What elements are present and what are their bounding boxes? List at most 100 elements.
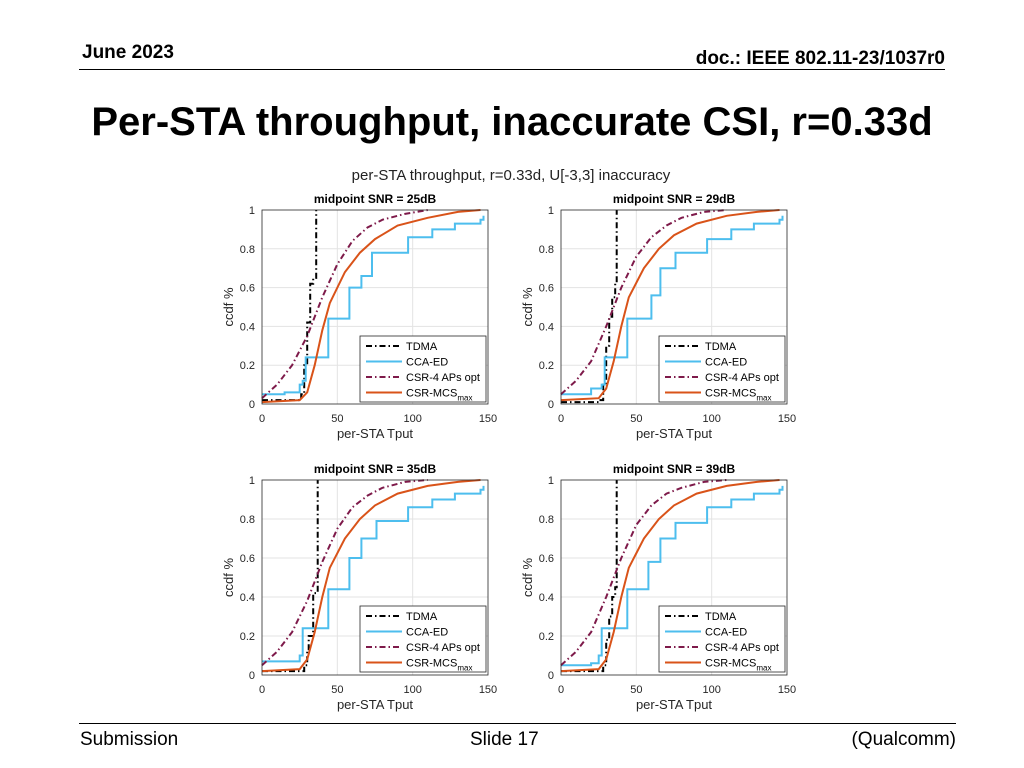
series-line-tdma	[561, 210, 618, 404]
x-tick-label: 50	[630, 413, 642, 425]
x-axis-label: per-STA Tput	[337, 426, 413, 441]
x-axis-label: per-STA Tput	[636, 697, 712, 712]
panel-3: 0 50 100 150 0 0.2 0.4 0.6 0.8 1 midpoint SNR = 35…	[221, 462, 497, 712]
footer-submission: Submission	[80, 729, 179, 750]
legend-label: CCA-ED	[705, 627, 747, 639]
x-tick-label: 0	[259, 684, 265, 696]
x-tick-label: 50	[331, 684, 343, 696]
x-tick-label: 100	[702, 413, 720, 425]
series-line-cca-ed	[262, 485, 485, 663]
axes-box	[560, 479, 788, 676]
axes-box	[261, 209, 489, 405]
legend: TDMA CCA-ED CSR-4 APs opt CSR-MCSmax	[658, 605, 786, 673]
panel-title: midpoint SNR = 35dB	[314, 462, 437, 476]
legend-label: CSR-MCSmax	[406, 388, 472, 403]
legend-label-text: CSR-MCS	[406, 388, 457, 400]
series-line-cca-ed	[561, 215, 784, 396]
y-tick-label: 0.4	[240, 592, 255, 604]
legend-label: TDMA	[705, 611, 737, 623]
legend-label-text: TDMA	[406, 341, 438, 353]
series-line-csr-4-aps-opt	[560, 209, 727, 396]
legend-label-text: TDMA	[705, 611, 737, 623]
x-tick-label: 150	[479, 684, 497, 696]
y-tick-label: 0.6	[539, 283, 554, 295]
legend-label: TDMA	[406, 341, 438, 353]
panel-title: midpoint SNR = 29dB	[613, 192, 736, 206]
x-tick-label: 100	[702, 684, 720, 696]
y-tick-label: 0.2	[539, 360, 554, 372]
legend-label: TDMA	[705, 341, 737, 353]
series-line-csr-4-aps-opt	[560, 479, 727, 667]
legend-label-text: CSR-4 APs opt	[705, 642, 779, 654]
y-tick-label: 0	[249, 399, 255, 411]
panel-title: midpoint SNR = 25dB	[314, 192, 437, 206]
legend-label-text: CSR-MCS	[705, 388, 756, 400]
legend-label: CCA-ED	[705, 357, 747, 369]
y-tick-label: 0	[548, 670, 554, 682]
x-axis-label: per-STA Tput	[337, 697, 413, 712]
legend-label: CSR-4 APs opt	[406, 642, 480, 654]
legend-label-text: CSR-MCS	[705, 658, 756, 670]
x-tick-label: 50	[630, 684, 642, 696]
axes-box	[560, 209, 788, 405]
series-line-csr-mcs	[560, 209, 780, 402]
y-tick-label: 0.8	[240, 244, 255, 256]
y-tick-label: 1	[249, 475, 255, 487]
series-line-csr-mcs	[261, 209, 481, 404]
y-tick-label: 0.6	[539, 553, 554, 565]
x-tick-label: 100	[403, 413, 421, 425]
x-tick-label: 150	[778, 413, 796, 425]
legend-label-text: CCA-ED	[705, 357, 747, 369]
y-axis-label: ccdf %	[221, 558, 236, 597]
y-axis-label: ccdf %	[520, 287, 535, 326]
legend-label-subscript: max	[756, 664, 771, 673]
y-tick-label: 0.4	[539, 592, 554, 604]
legend-label-subscript: max	[457, 394, 472, 403]
legend-label-subscript: max	[457, 664, 472, 673]
legend-label: CCA-ED	[406, 357, 448, 369]
series-line-cca-ed	[561, 485, 784, 667]
legend-label: CSR-MCSmax	[705, 658, 771, 673]
y-tick-label: 0.2	[240, 631, 255, 643]
legend-label: TDMA	[406, 611, 438, 623]
axes-box	[261, 479, 489, 676]
footer-divider	[79, 723, 956, 724]
y-tick-label: 0.8	[539, 514, 554, 526]
y-tick-label: 1	[548, 205, 554, 217]
legend-label-text: CSR-4 APs opt	[705, 372, 779, 384]
panel-1: 0 50 100 150 0 0.2 0.4 0.6 0.8 1 midpoint SNR = 25…	[221, 192, 497, 441]
y-tick-label: 1	[249, 205, 255, 217]
legend-label: CSR-4 APs opt	[705, 642, 779, 654]
x-tick-label: 0	[558, 684, 564, 696]
legend-label-text: CCA-ED	[406, 627, 448, 639]
y-tick-label: 0.4	[240, 321, 255, 333]
y-axis-label: ccdf %	[520, 558, 535, 597]
x-tick-label: 0	[259, 413, 265, 425]
series-line-csr-mcs	[560, 479, 780, 673]
y-tick-label: 0.6	[240, 283, 255, 295]
document-id: doc.: IEEE 802.11-23/1037r0	[695, 48, 945, 69]
x-axis-label: per-STA Tput	[636, 426, 712, 441]
y-tick-label: 0	[249, 670, 255, 682]
legend-label-subscript: max	[756, 394, 771, 403]
panel-title: midpoint SNR = 39dB	[613, 462, 736, 476]
series-line-tdma	[262, 480, 319, 673]
y-axis-label: ccdf %	[221, 287, 236, 326]
figure-title: per-STA throughput, r=0.33d, U[-3,3] ina…	[352, 167, 671, 184]
slide-title: Per-STA throughput, inaccurate CSI, r=0.…	[91, 100, 933, 144]
x-tick-label: 150	[778, 684, 796, 696]
y-tick-label: 0.2	[240, 360, 255, 372]
legend: TDMA CCA-ED CSR-4 APs opt CSR-MCSmax	[359, 335, 487, 403]
header-divider	[79, 69, 945, 70]
series-line-csr-4-aps-opt	[261, 479, 428, 667]
legend-label: CCA-ED	[406, 627, 448, 639]
y-tick-label: 0.4	[539, 321, 554, 333]
x-tick-label: 50	[331, 413, 343, 425]
x-tick-label: 150	[479, 413, 497, 425]
panel-4: 0 50 100 150 0 0.2 0.4 0.6 0.8 1 midpoint SNR = 39…	[520, 462, 796, 712]
panel-2: 0 50 100 150 0 0.2 0.4 0.6 0.8 1 midpoint SNR = 29…	[520, 192, 796, 441]
legend-label-text: CSR-MCS	[406, 658, 457, 670]
y-tick-label: 0.2	[539, 631, 554, 643]
legend-label-text: CSR-4 APs opt	[406, 642, 480, 654]
